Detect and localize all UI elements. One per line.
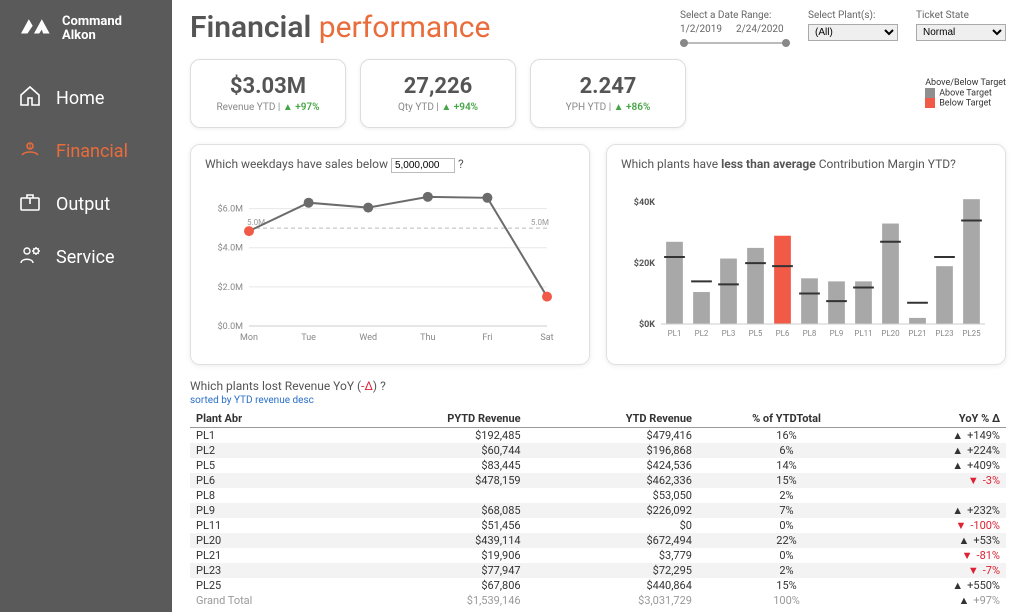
kpi-card: 2.247YPH YTD | ▲ +86%	[530, 59, 686, 128]
threshold-input[interactable]	[391, 158, 455, 173]
table-row: PL9$68,085$226,0927%+232%	[190, 503, 1006, 518]
hand-icon: $	[18, 137, 42, 166]
svg-text:PL6: PL6	[776, 329, 790, 338]
svg-text:PL5: PL5	[749, 329, 763, 338]
briefcase-icon	[18, 190, 42, 219]
kpi-card: $3.03MRevenue YTD | ▲ +97%	[190, 59, 346, 128]
table-row: PL6$478,159$462,33615%-3%	[190, 473, 1006, 488]
table-row: PL8$53,0502%	[190, 488, 1006, 503]
weekday-sales-chart: Which weekdays have sales below ? $0.0M$…	[190, 144, 590, 365]
svg-text:PL2: PL2	[695, 329, 709, 338]
table-total: Grand Total$1,539,146$3,031,729100%+97%	[190, 593, 1006, 608]
kpi-card: 27,226Qty YTD | ▲ +94%	[360, 59, 516, 128]
svg-text:PL21: PL21	[908, 329, 926, 338]
table-row: PL20$439,114$672,49422%+53%	[190, 533, 1006, 548]
person-gear-icon	[18, 243, 42, 272]
svg-text:PL9: PL9	[830, 329, 844, 338]
svg-text:PL3: PL3	[722, 329, 736, 338]
plants-table: Plant AbrPYTD RevenueYTD Revenue% of YTD…	[190, 410, 1006, 608]
logo: Command Alkon	[0, 14, 172, 72]
table-row: PL1$192,485$479,41616%+149%	[190, 428, 1006, 444]
svg-text:$0.0M: $0.0M	[218, 321, 244, 332]
svg-text:PL20: PL20	[881, 329, 900, 338]
filter-controls: Select a Date Range: 1/2/20192/24/2020 S…	[680, 10, 1006, 44]
ticket-state-select[interactable]: Ticket State Normal	[916, 10, 1006, 44]
table-row: PL23$77,947$72,2952%-7%	[190, 563, 1006, 578]
svg-text:Thu: Thu	[420, 333, 435, 343]
svg-text:5.0M: 5.0M	[531, 218, 549, 227]
table-row: PL2$60,744$196,8686%+224%	[190, 443, 1006, 458]
brand-text: Command Alkon	[62, 15, 122, 44]
target-legend: Above/Below Target Above Target Below Ta…	[925, 78, 1006, 109]
table-row: PL11$51,456$00%-100%	[190, 518, 1006, 533]
nav-financial[interactable]: $Financial	[0, 125, 172, 178]
nav-home[interactable]: Home	[0, 72, 172, 125]
table-row: PL25$67,806$440,86415%+550%	[190, 578, 1006, 593]
svg-text:PL23: PL23	[935, 329, 953, 338]
logo-icon	[14, 14, 54, 44]
date-range-control[interactable]: Select a Date Range: 1/2/20192/24/2020	[680, 10, 790, 44]
svg-text:Sat: Sat	[540, 333, 553, 343]
svg-text:$6.0M: $6.0M	[218, 204, 244, 215]
main: Financial performance Select a Date Rang…	[172, 0, 1024, 612]
table-row: PL21$19,906$3,7790%-81%	[190, 548, 1006, 563]
svg-text:$0K: $0K	[639, 319, 655, 330]
plant-margin-chart: Which plants have less than average Cont…	[606, 144, 1006, 365]
home-icon	[18, 84, 42, 113]
svg-text:Fri: Fri	[482, 333, 492, 343]
plant-select[interactable]: Select Plant(s): (All)	[808, 10, 898, 44]
nav-service[interactable]: Service	[0, 231, 172, 284]
svg-text:Tue: Tue	[301, 333, 316, 343]
svg-text:PL8: PL8	[803, 329, 817, 338]
page-title: Financial performance	[190, 10, 490, 45]
table-row: PL5$83,445$424,53614%+409%	[190, 458, 1006, 473]
svg-text:Mon: Mon	[240, 333, 258, 343]
svg-text:$2.0M: $2.0M	[218, 282, 244, 293]
svg-text:PL25: PL25	[962, 329, 981, 338]
svg-text:$20K: $20K	[634, 258, 655, 269]
svg-text:$4.0M: $4.0M	[218, 243, 244, 254]
kpi-row: $3.03MRevenue YTD | ▲ +97%27,226Qty YTD …	[190, 59, 1006, 128]
svg-text:PL1: PL1	[668, 329, 682, 338]
sidebar: Command Alkon Home$FinancialOutputServic…	[0, 0, 172, 612]
sort-label: sorted by YTD revenue desc	[190, 395, 1006, 406]
plants-table-title: Which plants lost Revenue YoY (-Δ) ?	[190, 379, 1006, 393]
svg-text:$: $	[29, 143, 32, 150]
svg-text:PL11: PL11	[854, 329, 872, 338]
nav-output[interactable]: Output	[0, 178, 172, 231]
svg-text:Wed: Wed	[359, 333, 377, 343]
svg-text:$40K: $40K	[634, 197, 655, 208]
